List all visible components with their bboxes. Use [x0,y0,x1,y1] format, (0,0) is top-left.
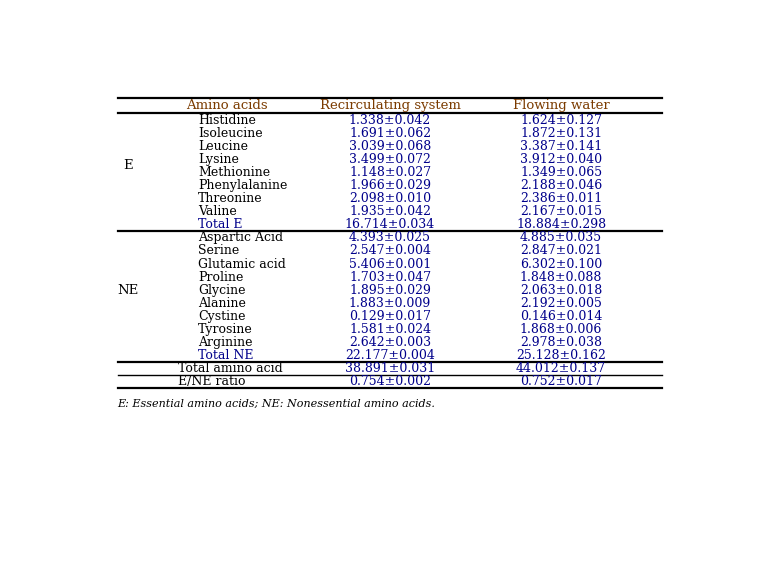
Text: Recirculating system: Recirculating system [320,99,460,112]
Text: 44.012±0.137: 44.012±0.137 [516,362,606,375]
Text: 1.624±0.127: 1.624±0.127 [520,113,602,126]
Text: Cystine: Cystine [199,310,246,323]
Text: 1.966±0.029: 1.966±0.029 [349,179,431,192]
Text: Methionine: Methionine [199,166,270,179]
Text: 1.703±0.047: 1.703±0.047 [349,271,431,284]
Text: 3.039±0.068: 3.039±0.068 [349,140,431,153]
Text: 1.691±0.062: 1.691±0.062 [349,126,431,140]
Text: Tyrosine: Tyrosine [199,323,253,336]
Text: 6.302±0.100: 6.302±0.100 [520,258,602,271]
Text: Isoleucine: Isoleucine [199,126,263,140]
Text: 1.148±0.027: 1.148±0.027 [349,166,431,179]
Text: 2.642±0.003: 2.642±0.003 [349,336,431,349]
Text: Glutamic acid: Glutamic acid [199,258,286,271]
Text: Valine: Valine [199,205,237,218]
Text: 18.884±0.298: 18.884±0.298 [516,218,606,231]
Text: 0.129±0.017: 0.129±0.017 [349,310,431,323]
Text: 3.912±0.040: 3.912±0.040 [520,153,602,166]
Text: 1.872±0.131: 1.872±0.131 [520,126,602,140]
Text: 38.891±0.031: 38.891±0.031 [345,362,435,375]
Text: 0.752±0.017: 0.752±0.017 [520,375,602,389]
Text: 1.349±0.065: 1.349±0.065 [520,166,602,179]
Text: E: Essential amino acids; NE: Nonessential amino acids.: E: Essential amino acids; NE: Nonessenti… [117,399,435,409]
Text: Serine: Serine [199,244,240,257]
Text: 25.128±0.162: 25.128±0.162 [516,349,606,362]
Text: Leucine: Leucine [199,140,248,153]
Text: Total E: Total E [199,218,243,231]
Text: 3.499±0.072: 3.499±0.072 [349,153,431,166]
Text: 2.847±0.021: 2.847±0.021 [520,244,602,257]
Text: Threonine: Threonine [199,192,263,205]
Text: 4.393±0.025: 4.393±0.025 [349,231,431,244]
Text: Phenylalanine: Phenylalanine [199,179,288,192]
Text: 2.386±0.011: 2.386±0.011 [520,192,602,205]
Text: 1.581±0.024: 1.581±0.024 [349,323,431,336]
Text: 1.883±0.009: 1.883±0.009 [349,297,431,310]
Text: 3.387±0.141: 3.387±0.141 [520,140,602,153]
Text: Lysine: Lysine [199,153,239,166]
Text: 2.192±0.005: 2.192±0.005 [520,297,602,310]
Text: 2.098±0.010: 2.098±0.010 [349,192,431,205]
Text: E: E [123,160,132,173]
Text: NE: NE [117,284,139,297]
Text: 2.063±0.018: 2.063±0.018 [520,284,602,297]
Text: E/NE ratio: E/NE ratio [178,375,245,389]
Text: Total NE: Total NE [199,349,254,362]
Text: Total amino acid: Total amino acid [178,362,282,375]
Text: 2.978±0.038: 2.978±0.038 [520,336,602,349]
Text: 1.848±0.088: 1.848±0.088 [520,271,602,284]
Text: 2.188±0.046: 2.188±0.046 [520,179,602,192]
Text: Arginine: Arginine [199,336,253,349]
Text: 2.547±0.004: 2.547±0.004 [349,244,431,257]
Text: 0.754±0.002: 0.754±0.002 [349,375,431,389]
Text: Alanine: Alanine [199,297,247,310]
Text: 1.868±0.006: 1.868±0.006 [520,323,602,336]
Text: Histidine: Histidine [199,113,256,126]
Text: 2.167±0.015: 2.167±0.015 [520,205,602,218]
Text: Amino acids: Amino acids [186,99,268,112]
Text: 1.935±0.042: 1.935±0.042 [349,205,431,218]
Text: Proline: Proline [199,271,244,284]
Text: Aspartic Acid: Aspartic Acid [199,231,283,244]
Text: 22.177±0.004: 22.177±0.004 [345,349,435,362]
Text: 16.714±0.034: 16.714±0.034 [345,218,435,231]
Text: 0.146±0.014: 0.146±0.014 [520,310,602,323]
Text: 1.895±0.029: 1.895±0.029 [349,284,431,297]
Text: 5.406±0.001: 5.406±0.001 [349,258,431,271]
Text: 4.885±0.035: 4.885±0.035 [520,231,602,244]
Text: Flowing water: Flowing water [513,99,610,112]
Text: Glycine: Glycine [199,284,246,297]
Text: 1.338±0.042: 1.338±0.042 [349,113,431,126]
